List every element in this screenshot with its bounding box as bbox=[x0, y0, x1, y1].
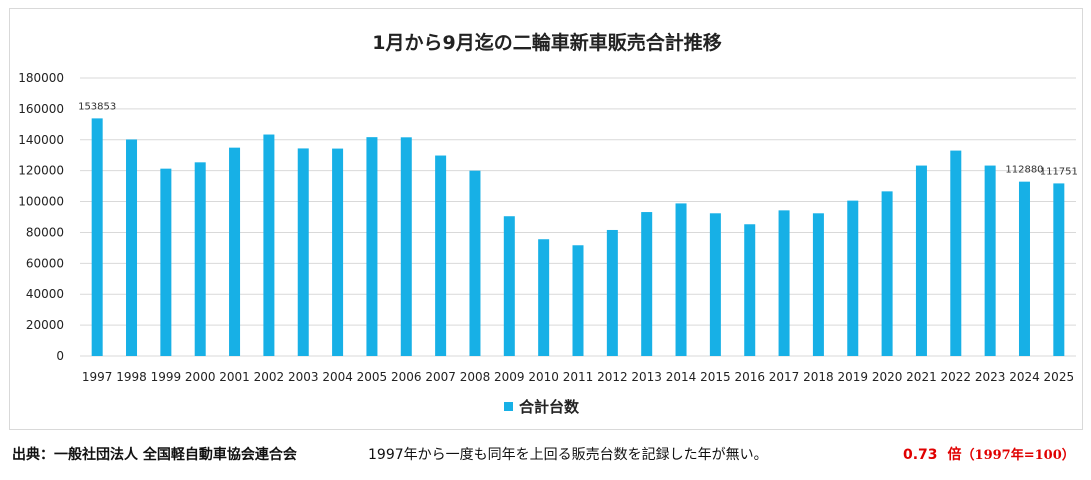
bar-2017[interactable] bbox=[778, 210, 790, 356]
bars bbox=[91, 118, 1065, 356]
ratio-base: （1997年=100） bbox=[961, 448, 1075, 463]
bar-2008[interactable] bbox=[469, 170, 481, 356]
x-tick-label: 2017 bbox=[769, 370, 800, 384]
x-tick-label: 2003 bbox=[288, 370, 319, 384]
bar-2016[interactable] bbox=[744, 224, 756, 356]
bar-2006[interactable] bbox=[400, 137, 412, 356]
x-tick-label: 2005 bbox=[357, 370, 388, 384]
ratio-unit: 倍 bbox=[947, 447, 962, 463]
x-tick-label: 2018 bbox=[803, 370, 834, 384]
bar-2003[interactable] bbox=[297, 148, 309, 356]
y-axis-ticks: 0 20000 40000 60000 80000 100000 120000 140000 1… bbox=[18, 71, 64, 363]
x-tick-label: 1997 bbox=[82, 370, 113, 384]
bar-2015[interactable] bbox=[709, 213, 721, 356]
x-tick-label: 2008 bbox=[460, 370, 491, 384]
x-tick-label: 1999 bbox=[151, 370, 182, 384]
x-tick-label: 2001 bbox=[219, 370, 250, 384]
bar-chart: 1月から9月迄の二輪車新車販売合計推移 0 20000 40000 60000 8000… bbox=[18, 31, 1078, 416]
x-tick-label: 2022 bbox=[941, 370, 972, 384]
bar-2004[interactable] bbox=[332, 148, 344, 356]
source-note: 出典：一般社団法人 全国軽自動車協会連合会 bbox=[12, 447, 297, 463]
footer: 出典：一般社団法人 全国軽自動車協会連合会 1997年から一度も同年を上回る販売… bbox=[0, 440, 1091, 474]
x-tick-label: 2011 bbox=[563, 370, 594, 384]
x-tick-label: 2000 bbox=[185, 370, 216, 384]
x-tick-label: 2012 bbox=[597, 370, 628, 384]
bar-2010[interactable] bbox=[538, 239, 550, 356]
bar-2025[interactable] bbox=[1053, 183, 1065, 356]
y-tick-label: 120000 bbox=[18, 164, 64, 178]
chart-area: 1月から9月迄の二輪車新車販売合計推移 0 20000 40000 60000 8000… bbox=[9, 8, 1083, 430]
x-tick-label: 2009 bbox=[494, 370, 525, 384]
x-tick-label: 2024 bbox=[1009, 370, 1040, 384]
data-label: 112880 bbox=[1005, 165, 1043, 176]
bar-1998[interactable] bbox=[126, 139, 138, 356]
bar-2021[interactable] bbox=[915, 165, 927, 356]
y-tick-label: 180000 bbox=[18, 71, 64, 85]
x-tick-label: 2025 bbox=[1044, 370, 1075, 384]
y-tick-label: 0 bbox=[56, 349, 64, 363]
x-tick-label: 2023 bbox=[975, 370, 1006, 384]
bar-2019[interactable] bbox=[847, 200, 859, 356]
bar-2018[interactable] bbox=[812, 213, 824, 356]
x-tick-label: 2010 bbox=[528, 370, 559, 384]
ratio-value: 0.73 bbox=[903, 447, 938, 463]
bar-2002[interactable] bbox=[263, 134, 275, 356]
x-tick-label: 2004 bbox=[322, 370, 353, 384]
bar-2024[interactable] bbox=[1018, 181, 1030, 356]
bar-1999[interactable] bbox=[160, 168, 172, 356]
y-tick-label: 80000 bbox=[26, 225, 64, 239]
bar-2023[interactable] bbox=[984, 165, 996, 356]
data-label: 111751 bbox=[1040, 166, 1078, 177]
x-tick-label: 2013 bbox=[631, 370, 662, 384]
bar-2005[interactable] bbox=[366, 137, 378, 356]
bar-2012[interactable] bbox=[606, 229, 618, 356]
x-tick-label: 2007 bbox=[425, 370, 456, 384]
gridlines bbox=[80, 77, 1076, 357]
bar-2001[interactable] bbox=[229, 147, 241, 356]
footnote: 1997年から一度も同年を上回る販売台数を記録した年が無い。 bbox=[368, 447, 768, 463]
bar-2007[interactable] bbox=[435, 155, 447, 356]
bar-2020[interactable] bbox=[881, 191, 893, 356]
legend[interactable]: 合計台数 bbox=[504, 398, 580, 416]
legend-label: 合計台数 bbox=[518, 398, 580, 416]
x-tick-label: 2006 bbox=[391, 370, 422, 384]
x-tick-label: 2014 bbox=[666, 370, 697, 384]
y-tick-label: 100000 bbox=[18, 195, 64, 209]
x-tick-label: 2016 bbox=[734, 370, 765, 384]
bar-2022[interactable] bbox=[950, 150, 962, 356]
legend-swatch bbox=[504, 402, 513, 411]
x-tick-label: 2020 bbox=[872, 370, 903, 384]
x-tick-label: 2015 bbox=[700, 370, 731, 384]
x-tick-label: 2002 bbox=[254, 370, 285, 384]
bar-1997[interactable] bbox=[91, 118, 103, 356]
bar-2000[interactable] bbox=[194, 162, 206, 356]
y-tick-label: 60000 bbox=[26, 256, 64, 270]
bar-2013[interactable] bbox=[641, 212, 653, 356]
x-tick-label: 1998 bbox=[116, 370, 147, 384]
bar-2009[interactable] bbox=[503, 216, 515, 356]
data-label: 153853 bbox=[78, 101, 116, 112]
y-tick-label: 20000 bbox=[26, 318, 64, 332]
bar-2014[interactable] bbox=[675, 203, 687, 356]
y-tick-label: 140000 bbox=[18, 133, 64, 147]
y-tick-label: 160000 bbox=[18, 102, 64, 116]
x-tick-label: 2021 bbox=[906, 370, 937, 384]
ratio-annotation: 0.73 倍（1997年=100） bbox=[903, 444, 1075, 464]
x-tick-label: 2019 bbox=[837, 370, 868, 384]
bar-2011[interactable] bbox=[572, 245, 584, 356]
y-tick-label: 40000 bbox=[26, 287, 64, 301]
chart-title: 1月から9月迄の二輪車新車販売合計推移 bbox=[372, 31, 721, 54]
x-axis-ticks: 1997 1998 1999 2000 2001 2002 2003 2004 2005 2006… bbox=[82, 370, 1074, 384]
